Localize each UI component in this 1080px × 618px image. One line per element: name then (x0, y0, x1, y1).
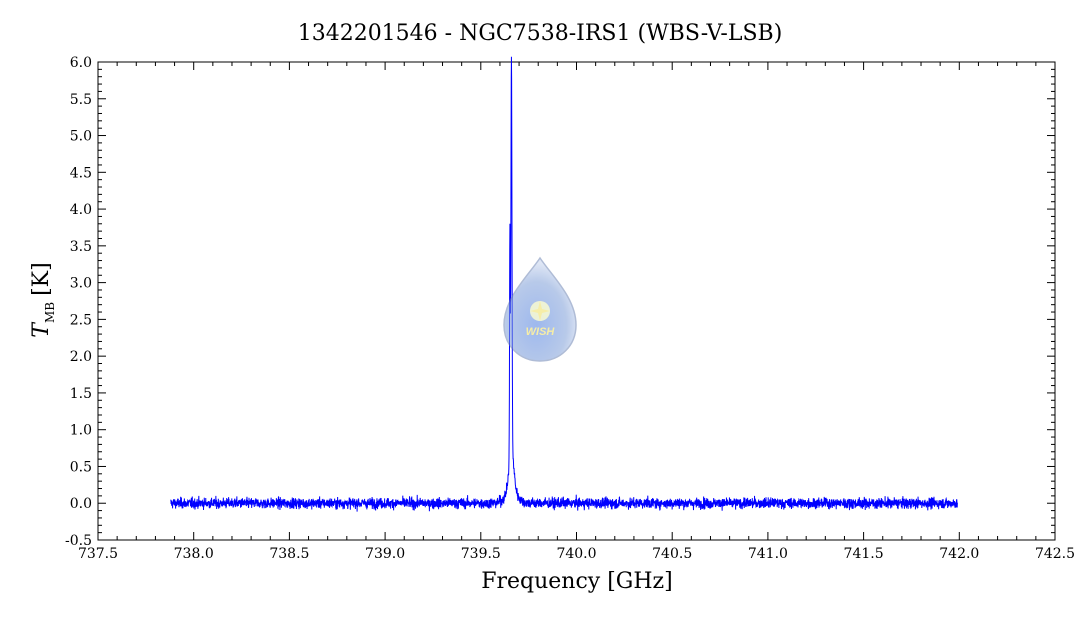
y-axis-label-subscript: MB (43, 302, 57, 323)
y-tick-label: 4.5 (70, 165, 92, 181)
star-icon (530, 301, 550, 321)
y-axis-label-unit: [K] (29, 262, 54, 296)
x-tick-label: 741.0 (748, 546, 788, 562)
y-tick-label: 2.0 (70, 349, 92, 365)
x-tick-label: 742.5 (1035, 546, 1075, 562)
y-tick-label: 5.0 (70, 129, 92, 145)
spectrum-series (170, 56, 958, 512)
x-tick-label: 742.0 (939, 546, 979, 562)
x-tick-label: 738.0 (174, 546, 214, 562)
x-tick-label: 740.0 (556, 546, 596, 562)
x-tick-label: 741.5 (844, 546, 884, 562)
y-axis-label: TMB [K] (29, 262, 57, 337)
y-axis-ticks: -0.5 0.0 0.5 1.0 1.5 2.0 2.5 3.0 3.5 4.0 4.5 5.0 5.5… (65, 55, 1055, 549)
spectrum-line (170, 56, 958, 512)
y-tick-label: 4.0 (70, 202, 92, 218)
wish-logo-text: WISH (526, 326, 556, 338)
x-tick-label: 738.5 (269, 546, 309, 562)
y-tick-label: -0.5 (65, 533, 92, 549)
y-tick-label: 6.0 (70, 55, 92, 71)
y-tick-label: 3.5 (70, 239, 92, 255)
plot-frame (97, 61, 1056, 541)
y-tick-label: 3.0 (70, 276, 92, 292)
y-axis-label-symbol: T (29, 321, 54, 338)
x-tick-label: 739.5 (461, 546, 501, 562)
y-tick-label: 5.5 (70, 92, 92, 108)
y-tick-label: 1.5 (70, 386, 92, 402)
x-tick-label: 740.5 (652, 546, 692, 562)
x-tick-label: 739.0 (365, 546, 405, 562)
x-axis-ticks: 737.5 738.0 738.5 739.0 739.5 740.0 740.5 741.0… (78, 62, 1075, 562)
chart-title: 1342201546 - NGC7538-IRS1 (WBS-V-LSB) (298, 21, 783, 46)
x-axis-label: Frequency [GHz] (481, 569, 673, 594)
y-tick-label: 1.0 (70, 423, 92, 439)
axes-box (97, 61, 1056, 541)
wish-logo-watermark: WISH (503, 256, 577, 362)
x-tick-label: 737.5 (78, 546, 118, 562)
y-tick-label: 0.5 (70, 459, 92, 475)
y-tick-label: 0.0 (70, 496, 92, 512)
y-tick-label: 2.5 (70, 312, 92, 328)
